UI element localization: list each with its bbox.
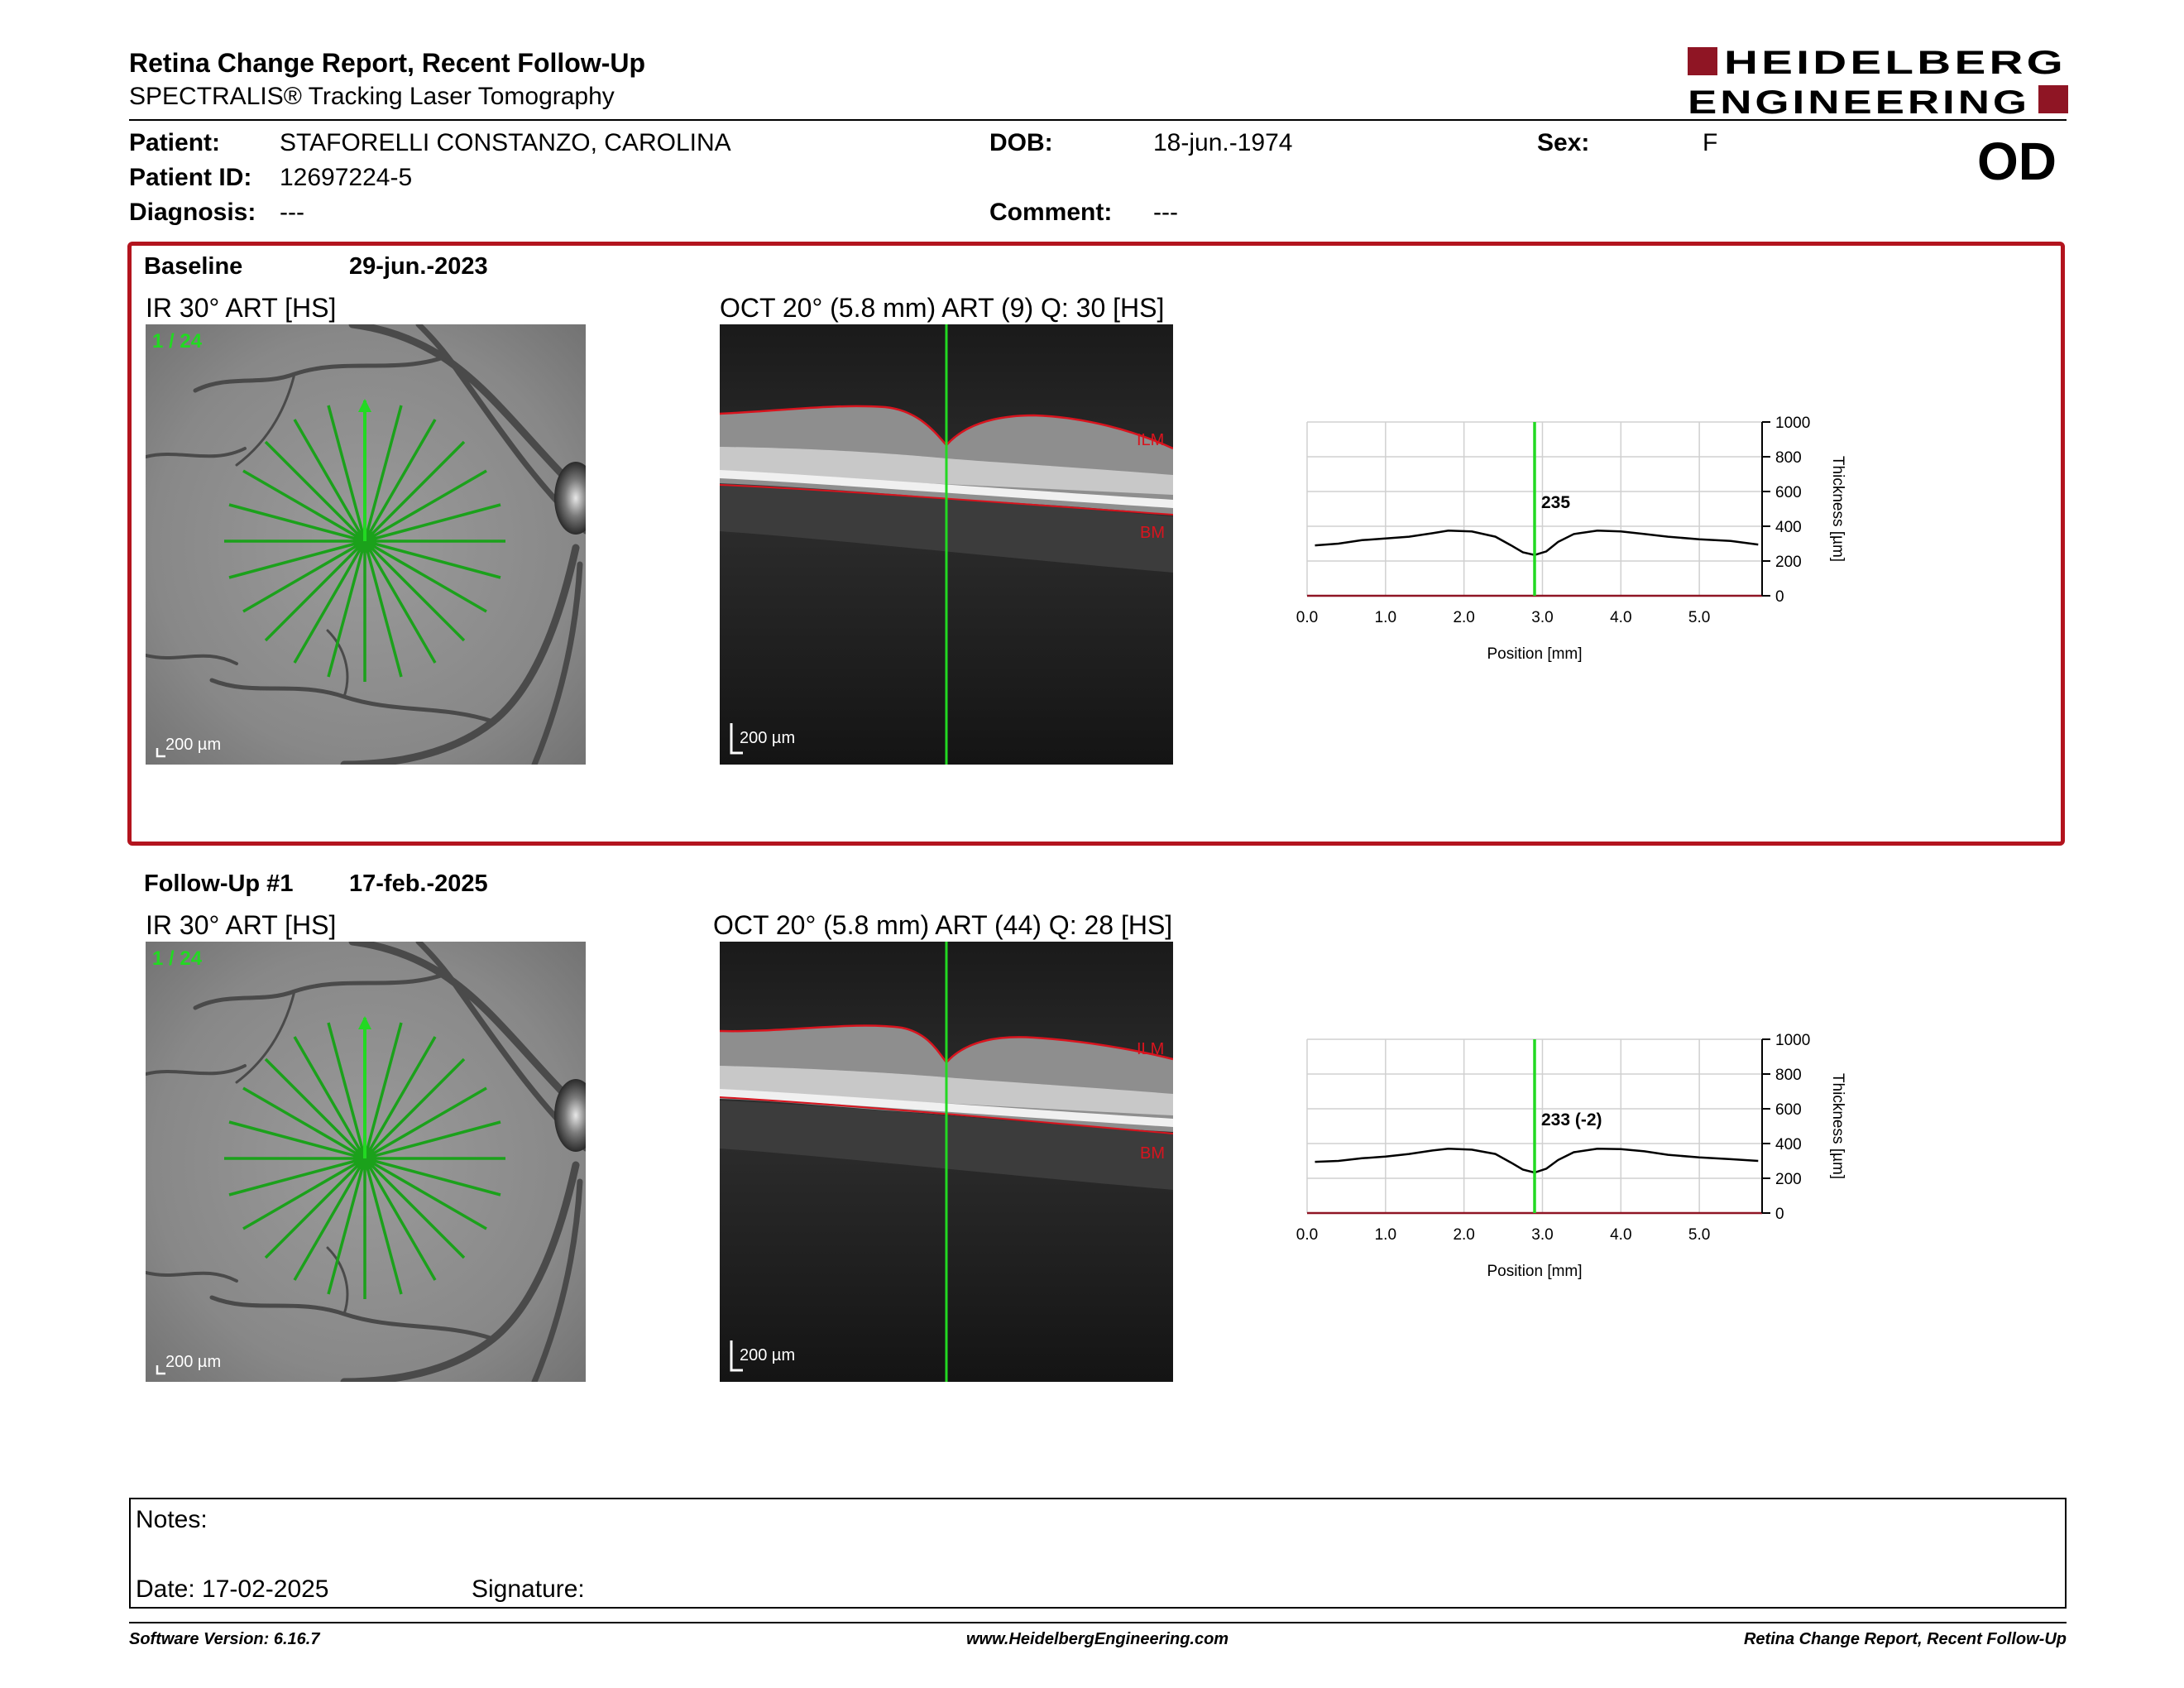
thickness-value-label: 233 (-2) bbox=[1541, 1110, 1602, 1129]
x-tick-label: 5.0 bbox=[1688, 609, 1710, 626]
notes-date: Date: 17-02-2025 bbox=[136, 1575, 329, 1603]
notes-label: Notes: bbox=[136, 1506, 208, 1533]
x-axis-label: Position [mm] bbox=[1487, 1263, 1582, 1280]
baseline-ir-fundus-image: 1 / 24 200 µm bbox=[146, 324, 586, 765]
report-title: Retina Change Report, Recent Follow-Up bbox=[129, 48, 646, 78]
patient-name: STAFORELLI CONSTANZO, CAROLINA bbox=[280, 129, 731, 156]
y-tick-label: 0 bbox=[1775, 1206, 1784, 1223]
website-link[interactable]: www.HeidelbergEngineering.com bbox=[966, 1630, 1229, 1648]
ilm-layer-label: ILM bbox=[1137, 431, 1164, 449]
thickness-series-line bbox=[1315, 1148, 1759, 1174]
diagnosis-label: Diagnosis: bbox=[129, 199, 256, 226]
y-tick-label: 1000 bbox=[1775, 1032, 1810, 1049]
followup-oct-bscan-image: ILM BM 200 µm bbox=[720, 942, 1173, 1382]
y-tick-label: 1000 bbox=[1775, 415, 1810, 432]
thickness-series-line bbox=[1315, 530, 1759, 556]
header-divider bbox=[129, 119, 2067, 121]
y-tick-label: 0 bbox=[1775, 588, 1784, 606]
comment-label: Comment: bbox=[989, 199, 1113, 226]
patient-label: Patient: bbox=[129, 129, 221, 156]
footer-divider bbox=[129, 1622, 2067, 1623]
radial-scan-pattern bbox=[224, 400, 505, 682]
logo-line-2: ENGINEERING bbox=[1688, 84, 2030, 120]
baseline-thickness-chart: 0 200 400 600 800 1000 0.0 1.0 2.0 3.0 4.0 5.0 Posit… bbox=[1274, 405, 1870, 683]
y-tick-label: 200 bbox=[1775, 1171, 1802, 1188]
diagnosis-value: --- bbox=[280, 199, 304, 226]
notes-box[interactable]: Notes: Date: 17-02-2025 Signature: bbox=[129, 1498, 2067, 1609]
x-tick-label: 3.0 bbox=[1531, 609, 1553, 626]
x-tick-label: 5.0 bbox=[1688, 1226, 1710, 1244]
y-tick-label: 400 bbox=[1775, 1136, 1802, 1153]
baseline-ir-title: IR 30° ART [HS] bbox=[146, 293, 337, 323]
scan-counter: 1 / 24 bbox=[152, 947, 203, 970]
baseline-frame bbox=[127, 242, 2065, 846]
bm-layer-label: BM bbox=[1140, 524, 1165, 542]
x-tick-label: 2.0 bbox=[1453, 1226, 1474, 1244]
scan-counter: 1 / 24 bbox=[152, 330, 203, 352]
footer-report-name: Retina Change Report, Recent Follow-Up bbox=[1743, 1630, 2067, 1648]
y-tick-label: 400 bbox=[1775, 519, 1802, 536]
x-tick-label: 4.0 bbox=[1610, 1226, 1631, 1244]
y-tick-label: 600 bbox=[1775, 484, 1802, 501]
x-tick-label: 4.0 bbox=[1610, 609, 1631, 626]
oct-scale-bar-label: 200 µm bbox=[740, 729, 795, 747]
patient-id: 12697224-5 bbox=[280, 164, 413, 191]
x-tick-label: 0.0 bbox=[1296, 1226, 1318, 1244]
y-tick-label: 800 bbox=[1775, 1067, 1802, 1084]
followup-oct-title: OCT 20° (5.8 mm) ART (44) Q: 28 [HS] bbox=[713, 910, 1173, 940]
x-tick-label: 2.0 bbox=[1453, 609, 1474, 626]
x-tick-label: 1.0 bbox=[1375, 609, 1396, 626]
followup-thickness-chart: 0 200 400 600 800 1000 0.0 1.0 2.0 3.0 4.0 5.0 Posit… bbox=[1274, 1023, 1870, 1300]
dob-label: DOB: bbox=[989, 129, 1053, 156]
ir-scale-bar-label: 200 µm bbox=[165, 736, 221, 754]
baseline-date: 29-jun.-2023 bbox=[349, 253, 488, 280]
followup-ir-fundus-image: 1 / 24 200 µm bbox=[146, 942, 586, 1382]
y-tick-label: 600 bbox=[1775, 1101, 1802, 1119]
followup-label: Follow-Up #1 bbox=[144, 870, 294, 897]
y-axis-label: Thickness [µm] bbox=[1829, 1073, 1846, 1179]
x-tick-label: 0.0 bbox=[1296, 609, 1318, 626]
baseline-oct-bscan-image: ILM BM 200 µm bbox=[720, 324, 1173, 765]
logo-line-1: HEIDELBERG bbox=[1724, 46, 2067, 81]
followup-ir-title: IR 30° ART [HS] bbox=[146, 910, 337, 940]
signature-label: Signature: bbox=[472, 1575, 585, 1603]
baseline-label: Baseline bbox=[144, 253, 243, 280]
x-axis-label: Position [mm] bbox=[1487, 645, 1582, 663]
comment-value: --- bbox=[1153, 199, 1178, 226]
radial-scan-pattern bbox=[224, 1018, 505, 1299]
sex-label: Sex: bbox=[1537, 129, 1590, 156]
patient-id-label: Patient ID: bbox=[129, 164, 252, 191]
followup-date: 17-feb.-2025 bbox=[349, 870, 488, 897]
heidelberg-logo: HEIDELBERG ENGINEERING bbox=[1688, 45, 2068, 121]
ilm-layer-label: ILM bbox=[1137, 1040, 1164, 1058]
y-tick-label: 800 bbox=[1775, 449, 1802, 467]
x-tick-label: 1.0 bbox=[1375, 1226, 1396, 1244]
x-tick-label: 3.0 bbox=[1531, 1226, 1553, 1244]
software-version: Software Version: 6.16.7 bbox=[129, 1630, 320, 1648]
thickness-value-label: 235 bbox=[1541, 493, 1570, 512]
report-subtitle: SPECTRALIS® Tracking Laser Tomography bbox=[129, 83, 615, 110]
eye-indicator: OD bbox=[1977, 132, 2057, 191]
baseline-oct-title: OCT 20° (5.8 mm) ART (9) Q: 30 [HS] bbox=[720, 293, 1165, 323]
y-axis-label: Thickness [µm] bbox=[1829, 456, 1846, 562]
dob-value: 18-jun.-1974 bbox=[1153, 129, 1293, 156]
bm-layer-label: BM bbox=[1140, 1144, 1165, 1163]
sex-value: F bbox=[1703, 129, 1718, 156]
oct-scale-bar-label: 200 µm bbox=[740, 1346, 795, 1364]
y-tick-label: 200 bbox=[1775, 554, 1802, 571]
ir-scale-bar-label: 200 µm bbox=[165, 1353, 221, 1371]
